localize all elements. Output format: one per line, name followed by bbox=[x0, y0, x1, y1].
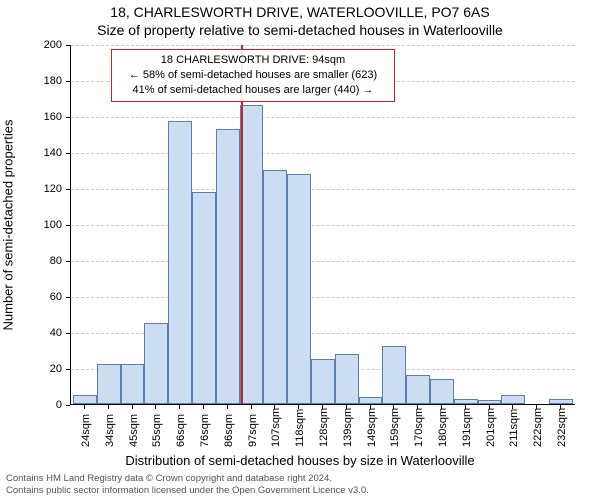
annotation-line3: 41% of semi-detached houses are larger (… bbox=[118, 83, 388, 98]
y-tick-label: 100 bbox=[32, 219, 62, 231]
bar bbox=[478, 400, 502, 404]
y-tick-mark bbox=[66, 333, 70, 334]
annotation-box: 18 CHARLESWORTH DRIVE: 94sqm ← 58% of se… bbox=[111, 49, 395, 102]
y-tick-mark bbox=[66, 117, 70, 118]
x-tick-label: 107sqm bbox=[270, 408, 282, 447]
x-tick-label: 159sqm bbox=[389, 408, 401, 447]
x-tick-label: 170sqm bbox=[413, 408, 425, 447]
y-axis-label: Number of semi-detached properties bbox=[1, 120, 16, 331]
bar bbox=[430, 379, 454, 404]
y-tick-mark bbox=[66, 405, 70, 406]
plot-area: 18 CHARLESWORTH DRIVE: 94sqm ← 58% of se… bbox=[70, 45, 575, 405]
footer-text: Contains HM Land Registry data © Crown c… bbox=[6, 473, 594, 497]
y-tick-mark bbox=[66, 225, 70, 226]
bar bbox=[501, 395, 525, 404]
footer-line1: Contains HM Land Registry data © Crown c… bbox=[6, 473, 594, 485]
bar bbox=[144, 323, 168, 404]
chart-container: 18, CHARLESWORTH DRIVE, WATERLOOVILLE, P… bbox=[0, 0, 600, 500]
bar bbox=[454, 399, 478, 404]
bar bbox=[359, 397, 383, 404]
x-tick-label: 86sqm bbox=[223, 414, 235, 447]
x-tick-label: 118sqm bbox=[294, 409, 306, 447]
x-tick-label: 191sqm bbox=[461, 408, 473, 447]
bar bbox=[311, 359, 335, 404]
x-tick-label: 201sqm bbox=[485, 408, 497, 447]
bar bbox=[287, 174, 311, 404]
x-tick-label: 180sqm bbox=[437, 408, 449, 447]
y-tick-mark bbox=[66, 369, 70, 370]
x-axis-label: Distribution of semi-detached houses by … bbox=[0, 453, 600, 468]
y-tick-label: 0 bbox=[32, 399, 62, 411]
bar bbox=[549, 399, 573, 404]
bar bbox=[406, 375, 430, 404]
y-tick-mark bbox=[66, 81, 70, 82]
x-tick-mark bbox=[155, 405, 156, 409]
bar bbox=[216, 129, 240, 404]
bar bbox=[240, 105, 264, 404]
x-tick-mark bbox=[227, 405, 228, 409]
bar bbox=[335, 354, 359, 404]
y-tick-mark bbox=[66, 261, 70, 262]
x-tick-label: 149sqm bbox=[366, 408, 378, 447]
chart-title-line2: Size of property relative to semi-detach… bbox=[0, 22, 600, 38]
y-tick-mark bbox=[66, 153, 70, 154]
x-tick-label: 222sqm bbox=[532, 408, 544, 447]
bar bbox=[168, 121, 192, 404]
x-tick-label: 66sqm bbox=[175, 414, 187, 447]
y-tick-label: 40 bbox=[32, 327, 62, 339]
y-tick-label: 180 bbox=[32, 75, 62, 87]
x-tick-mark bbox=[108, 405, 109, 409]
x-tick-label: 55sqm bbox=[151, 414, 163, 447]
x-tick-mark bbox=[251, 405, 252, 409]
footer-line2: Contains public sector information licen… bbox=[6, 485, 594, 497]
y-tick-label: 200 bbox=[32, 39, 62, 51]
x-tick-label: 24sqm bbox=[80, 414, 92, 447]
bar bbox=[97, 364, 121, 404]
annotation-line2: ← 58% of semi-detached houses are smalle… bbox=[118, 68, 388, 83]
chart-title-line1: 18, CHARLESWORTH DRIVE, WATERLOOVILLE, P… bbox=[0, 4, 600, 20]
x-tick-mark bbox=[84, 405, 85, 409]
bar bbox=[73, 395, 97, 404]
y-tick-mark bbox=[66, 297, 70, 298]
x-tick-mark bbox=[179, 405, 180, 409]
y-tick-mark bbox=[66, 189, 70, 190]
x-tick-label: 45sqm bbox=[128, 414, 140, 447]
x-tick-label: 211sqm bbox=[508, 409, 520, 447]
y-tick-label: 80 bbox=[32, 255, 62, 267]
y-tick-label: 160 bbox=[32, 111, 62, 123]
y-tick-label: 60 bbox=[32, 291, 62, 303]
x-tick-label: 76sqm bbox=[199, 414, 211, 447]
annotation-line1: 18 CHARLESWORTH DRIVE: 94sqm bbox=[118, 53, 388, 68]
x-tick-label: 34sqm bbox=[104, 414, 116, 447]
x-tick-label: 97sqm bbox=[247, 414, 259, 447]
x-tick-mark bbox=[132, 405, 133, 409]
y-tick-mark bbox=[66, 45, 70, 46]
x-tick-label: 128sqm bbox=[318, 408, 330, 447]
bar bbox=[192, 192, 216, 404]
bar bbox=[121, 364, 145, 404]
y-tick-label: 120 bbox=[32, 183, 62, 195]
y-tick-label: 140 bbox=[32, 147, 62, 159]
x-tick-mark bbox=[203, 405, 204, 409]
x-tick-label: 232sqm bbox=[556, 408, 568, 447]
x-tick-label: 139sqm bbox=[342, 408, 354, 447]
y-tick-label: 20 bbox=[32, 363, 62, 375]
bar bbox=[263, 170, 287, 404]
bar bbox=[382, 346, 406, 404]
